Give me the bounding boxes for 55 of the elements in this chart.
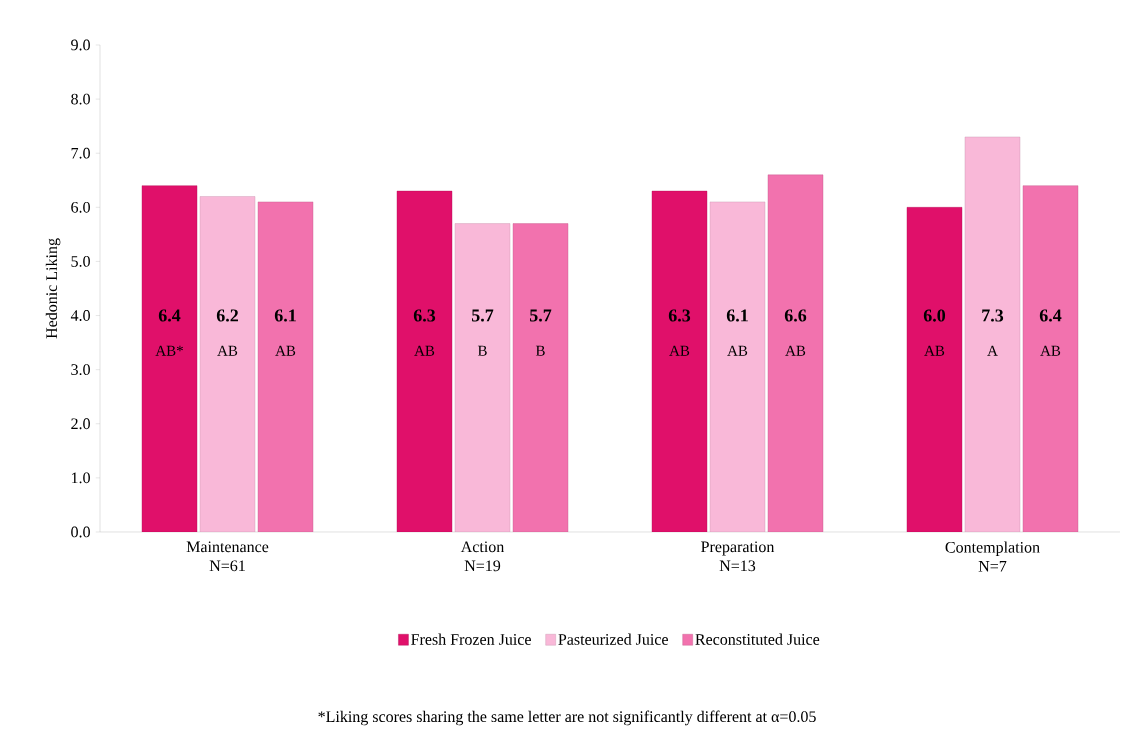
y-tick-label: 7.0	[71, 147, 90, 159]
bar	[906, 207, 963, 532]
bar	[651, 190, 708, 532]
bar	[141, 185, 198, 532]
text: 5.7	[529, 309, 552, 322]
bar	[454, 223, 511, 532]
y-tick-label: 0.0	[71, 526, 90, 538]
bar	[767, 174, 824, 532]
y-tick-label: 3.0	[71, 364, 90, 376]
text: 6.4	[158, 309, 181, 322]
bar	[199, 196, 256, 532]
text: 6.6	[784, 309, 807, 322]
y-tick-label: 6.0	[71, 201, 90, 213]
text: 6.1	[726, 309, 748, 322]
legend-label: Reconstituted Juice	[695, 633, 820, 645]
x-tick-label: Preparation N=13	[701, 541, 775, 572]
annotation: AB	[727, 345, 748, 356]
text: 6.3	[668, 309, 691, 322]
bar	[964, 136, 1021, 532]
bar	[709, 201, 766, 532]
annotation: AB	[217, 345, 238, 356]
text: 7.3	[982, 309, 1004, 322]
text: *Liking scores sharing the same letter are not significantly different at α=0.05	[318, 710, 816, 726]
y-tick-label: 4.0	[70, 310, 90, 321]
y-axis-title: Hedonic Liking	[45, 238, 61, 339]
bar	[512, 223, 569, 532]
annotation: AB	[414, 345, 435, 356]
text: 6.3	[413, 309, 436, 322]
annotation: AB	[1040, 345, 1061, 356]
annotation: B	[477, 345, 487, 356]
y-tick-label: 9.0	[71, 39, 90, 51]
bar	[1022, 185, 1079, 532]
text: 5.7	[471, 309, 494, 322]
annotation: AB	[785, 345, 806, 356]
annotation: AB*	[155, 345, 183, 356]
y-tick-label: 8.0	[71, 93, 90, 105]
x-tick-label: Contemplation N=7	[945, 541, 1040, 572]
text: 6.4	[1039, 309, 1062, 322]
y-tick-label: 1.0	[71, 472, 90, 484]
legend-label: Pasteurized Juice	[558, 633, 668, 645]
y-tick-label: 5.0	[71, 256, 90, 267]
bar	[257, 201, 314, 532]
annotation: AB	[924, 345, 945, 356]
y-tick-label: 2.0	[71, 418, 90, 430]
text: 6.2	[216, 309, 238, 322]
annotation: AB	[669, 345, 690, 356]
text: 6.1	[274, 309, 296, 322]
bar	[396, 190, 453, 532]
x-tick-label: Maintenance N=61	[186, 541, 269, 572]
annotation: A	[987, 345, 998, 356]
legend-label: Fresh Frozen Juice	[411, 633, 531, 645]
annotation: B	[535, 345, 545, 356]
x-tick-label: Action N=19	[460, 541, 505, 572]
annotation: AB	[275, 345, 296, 356]
text: 6.0	[923, 309, 946, 322]
